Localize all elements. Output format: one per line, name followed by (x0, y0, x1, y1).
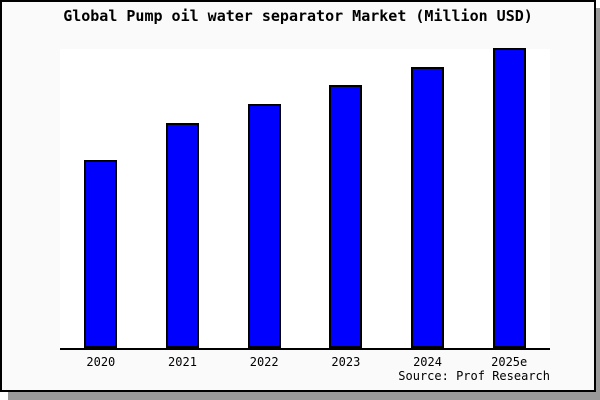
bar-slot-2025e (468, 48, 550, 348)
plot-area (60, 49, 550, 350)
drop-shadow-right (596, 8, 600, 400)
bars (60, 48, 550, 348)
bar-2025e (492, 48, 526, 348)
bar-slot-2020 (60, 49, 142, 348)
x-tick-label-2023: 2023 (331, 355, 361, 369)
bar-2020 (84, 160, 118, 348)
bar-2022 (247, 104, 281, 348)
x-tick-label-2022: 2022 (249, 355, 279, 369)
x-tick-label-2021: 2021 (168, 355, 197, 369)
bar-slot-2023 (305, 49, 387, 348)
bar-slot-2024 (387, 49, 469, 348)
x-tick-label-2020: 2020 (86, 355, 116, 369)
x-axis-labels: 2020 2021 2022 2023 2024 2025e (60, 355, 550, 369)
bar-2023 (329, 85, 363, 348)
x-tick-label-2025e: 2025e (491, 355, 528, 369)
bar-2024 (411, 67, 445, 348)
drop-shadow-bottom (8, 392, 600, 400)
bar-slot-2022 (223, 49, 305, 348)
bar-2021 (166, 123, 199, 348)
bar-slot-2021 (142, 49, 224, 348)
chart-title: Global Pump oil water separator Market (… (63, 7, 533, 25)
source-credit: Source: Prof Research (398, 369, 550, 383)
x-tick-label-2024: 2024 (413, 355, 442, 369)
